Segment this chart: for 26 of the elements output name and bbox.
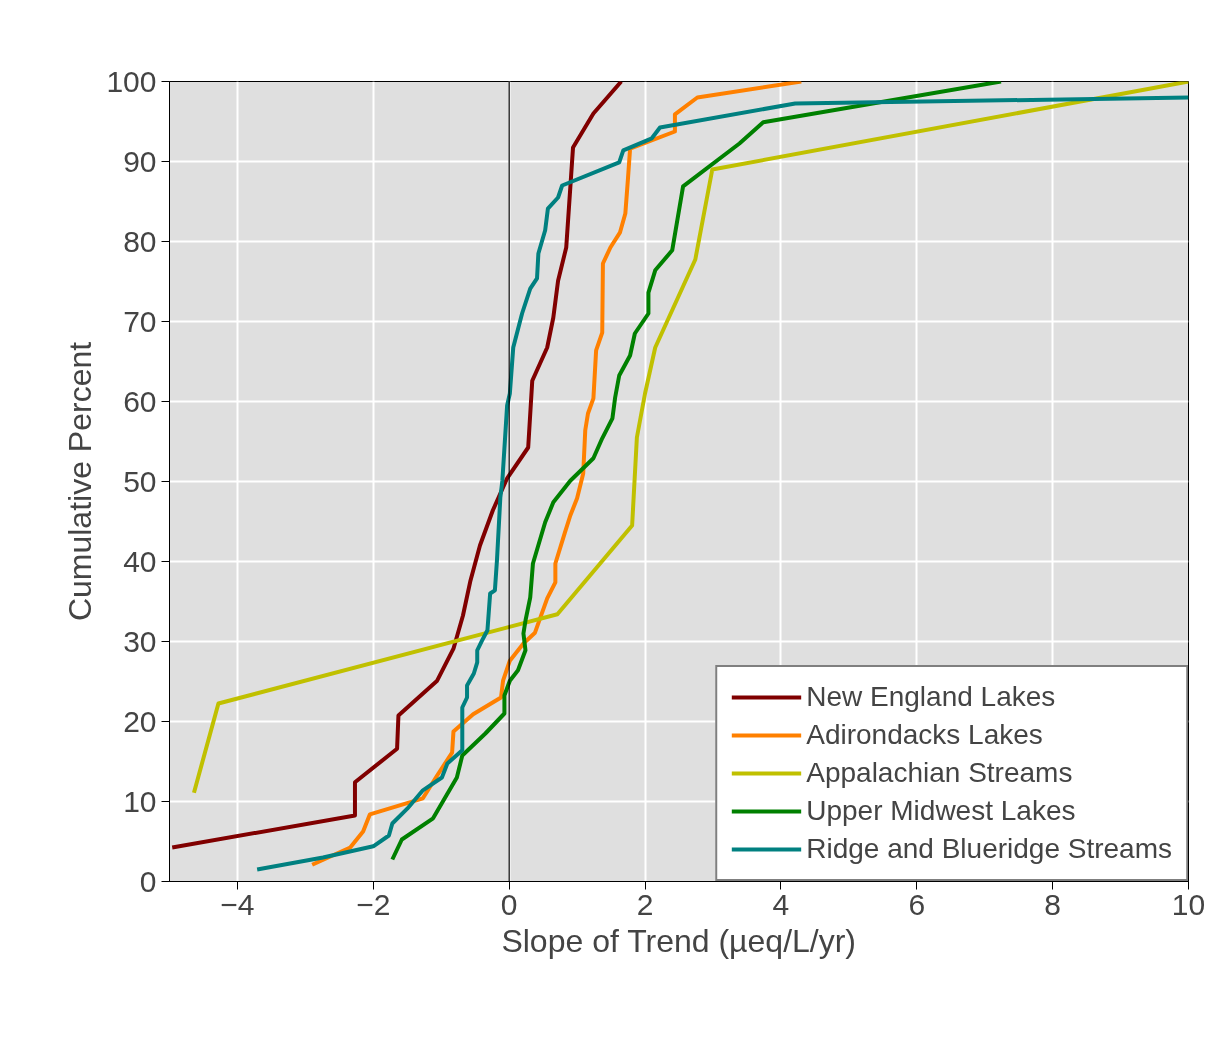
x-tick-label: 6 <box>908 887 926 921</box>
y-tick-label: 90 <box>123 144 157 178</box>
y-tick-label: 60 <box>123 384 157 418</box>
y-tick-label: 30 <box>123 624 157 658</box>
y-tick-label: 70 <box>123 304 157 338</box>
y-tick-label: 20 <box>123 704 157 738</box>
legend-label: Ridge and Blueridge Streams <box>806 833 1172 865</box>
x-tick-label: 0 <box>500 887 518 921</box>
y-tick-label: 0 <box>139 864 157 898</box>
y-tick-label: 10 <box>123 784 157 818</box>
y-tick-label: 80 <box>123 224 157 258</box>
x-axis-title: Slope of Trend (µeq/L/yr) <box>501 922 857 959</box>
legend-label: New England Lakes <box>806 681 1056 713</box>
y-tick-label: 50 <box>123 464 157 498</box>
legend-label: Upper Midwest Lakes <box>806 795 1076 827</box>
x-tick-label: 8 <box>1044 887 1061 921</box>
x-tick-label: 10 <box>1171 887 1206 921</box>
legend-label: Adirondacks Lakes <box>806 719 1043 751</box>
y-tick-label: 40 <box>123 544 157 578</box>
legend-label: Appalachian Streams <box>806 757 1073 789</box>
x-tick-label: 4 <box>772 887 790 921</box>
x-tick-label: −2 <box>356 887 391 921</box>
y-axis-title: Cumulative Percent <box>62 341 99 622</box>
y-tick-label: 100 <box>106 64 157 98</box>
x-tick-label: −4 <box>220 887 255 921</box>
x-tick-label: 2 <box>636 887 654 921</box>
